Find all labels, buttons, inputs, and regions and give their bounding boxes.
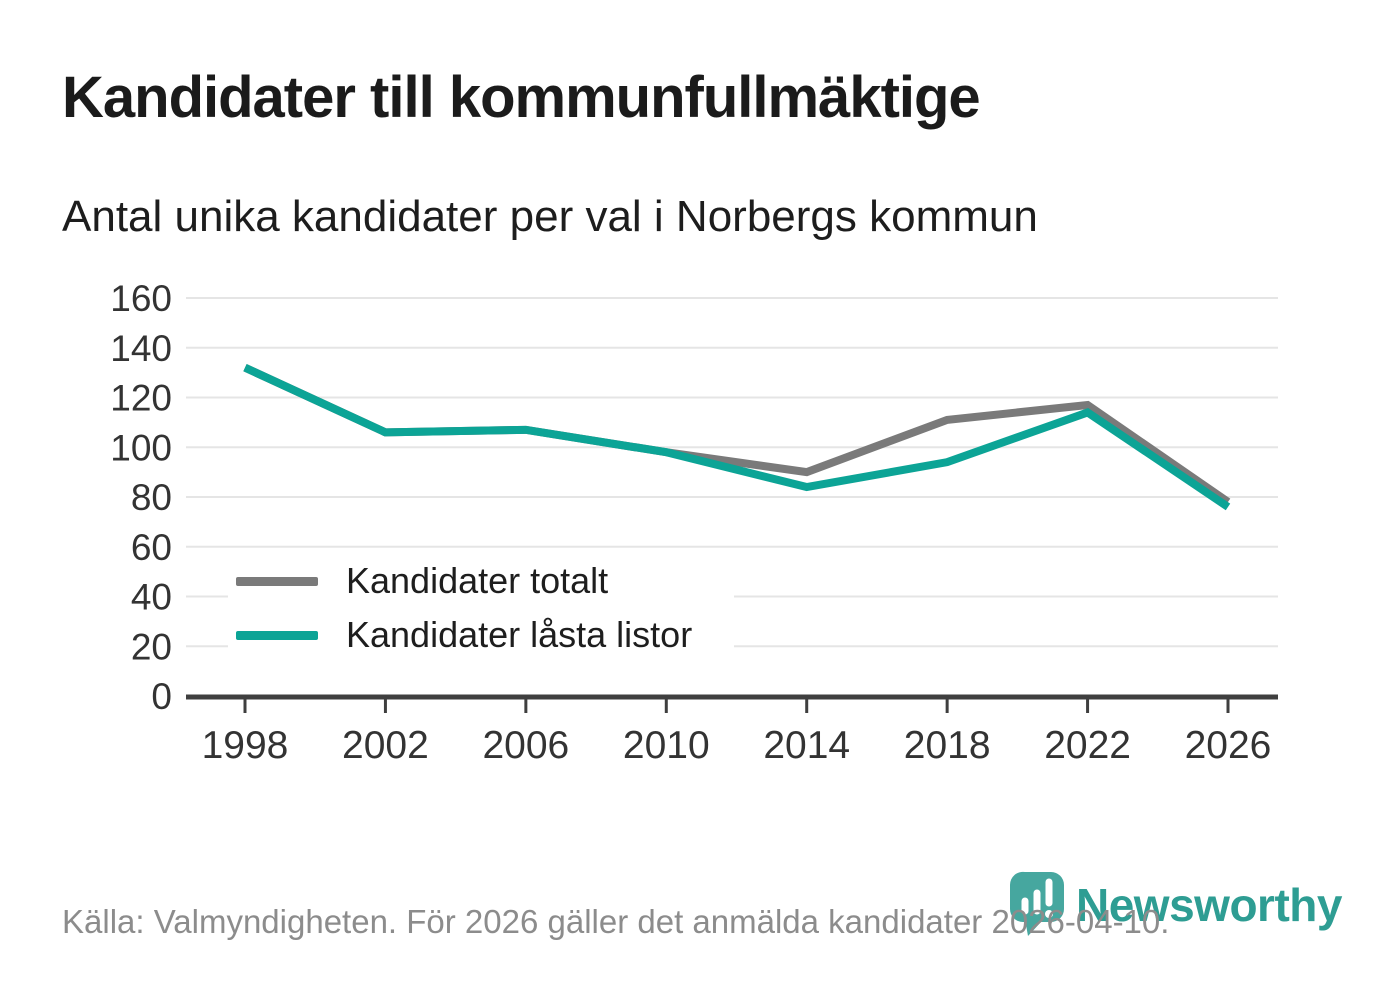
chart-subtitle: Antal unika kandidater per val i Norberg… [62, 192, 1038, 241]
newsworthy-pin-icon [1009, 871, 1064, 936]
svg-text:140: 140 [110, 328, 172, 369]
chart-legend: Kandidater totalt Kandidater låsta listo… [228, 551, 734, 665]
svg-text:2022: 2022 [1044, 724, 1131, 767]
svg-text:60: 60 [131, 527, 172, 568]
svg-text:2010: 2010 [623, 724, 710, 767]
pin-barchart-glyph [1021, 878, 1053, 915]
grid-lines [186, 297, 1278, 648]
svg-text:2018: 2018 [904, 724, 991, 767]
series-lines [243, 364, 1231, 511]
x-axis-labels: 1998 2002 2006 2010 2014 2018 2022 2026 [202, 724, 1272, 767]
svg-text:100: 100 [110, 427, 172, 468]
x-axis [186, 694, 1278, 713]
svg-text:20: 20 [131, 626, 172, 667]
pin-dot [1045, 910, 1053, 918]
y-axis-labels: 0 20 40 60 80 100 120 140 160 [110, 278, 172, 717]
svg-text:2002: 2002 [342, 724, 429, 767]
source-note: Källa: Valmyndigheten. För 2026 gäller d… [62, 903, 1170, 940]
legend-swatch-totalt [236, 576, 318, 586]
svg-text:120: 120 [110, 378, 172, 419]
legend-item-lasta-listor: Kandidater låsta listor [228, 609, 734, 661]
legend-item-totalt: Kandidater totalt [228, 555, 734, 607]
newsworthy-wordmark: Newsworthy [1076, 879, 1342, 931]
svg-text:0: 0 [151, 676, 172, 717]
svg-text:2026: 2026 [1185, 724, 1272, 767]
svg-text:2006: 2006 [482, 724, 569, 767]
svg-text:1998: 1998 [202, 724, 289, 767]
chart-title: Kandidater till kommunfullmäktige [62, 65, 981, 130]
legend-label-totalt: Kandidater totalt [346, 560, 609, 601]
svg-text:80: 80 [131, 477, 172, 518]
svg-text:40: 40 [131, 577, 172, 618]
svg-text:160: 160 [110, 278, 172, 319]
svg-text:2014: 2014 [763, 724, 850, 767]
newsworthy-logo: Newsworthy [1008, 870, 1342, 938]
legend-swatch-lasta-listor [236, 630, 318, 640]
legend-label-lasta-listor: Kandidater låsta listor [346, 614, 693, 655]
